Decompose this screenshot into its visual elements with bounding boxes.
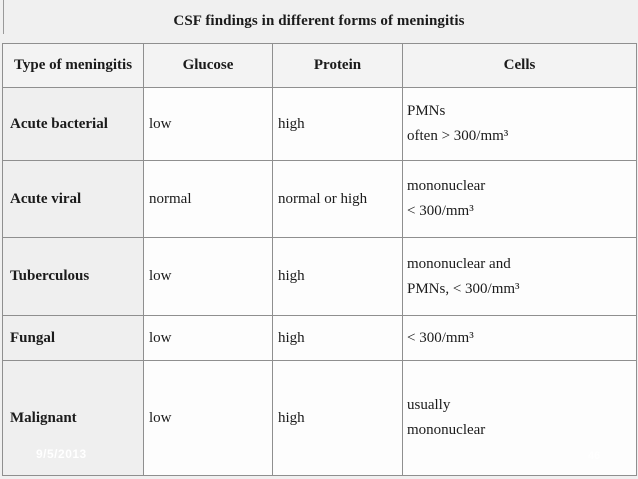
protein-cell: high [272,315,403,361]
col-header-glucose: Glucose [143,43,273,88]
footer-page-number: 46 [588,450,601,462]
cells-line: mononuclear and [407,255,511,272]
type-cell: Fungal [2,315,144,361]
protein-cell: high [272,87,403,161]
csf-findings-table: Type of meningitis Glucose Protein Cells… [2,43,637,476]
type-cell: Acute bacterial [2,87,144,161]
glucose-cell: low [143,87,273,161]
cells-cell: usually mononuclear [402,360,637,476]
glucose-cell: normal [143,160,273,238]
cells-cell: mononuclear and PMNs, < 300/mm³ [402,237,637,316]
protein-cell: high [272,360,403,476]
col-header-cells: Cells [402,43,637,88]
cells-line: PMNs [407,103,446,119]
cells-line: < 300/mm³ [407,329,474,346]
cells-line: usually [407,397,451,413]
footer-date: 9/5/2013 [36,447,87,461]
slide-title-text: CSF findings in different forms of menin… [173,13,465,29]
table-row-acute-bacterial: Acute bacterial low high PMNs often > 30… [2,87,637,161]
glucose-cell: low [143,360,273,476]
glucose-cell: low [143,237,273,316]
type-cell: Acute viral [2,160,144,238]
table-row-malignant: Malignant low high usually mononuclear [2,360,637,476]
cells-cell: < 300/mm³ [402,315,637,361]
cells-line: mononuclear [407,178,486,194]
type-cell: Tuberculous [2,237,144,316]
cells-cell: PMNs often > 300/mm³ [402,87,637,161]
col-header-protein: Protein [272,43,403,88]
table-row-acute-viral: Acute viral normal normal or high mononu… [2,160,637,238]
table-header-row: Type of meningitis Glucose Protein Cells [2,43,637,88]
cells-line: < 300/mm³ [407,203,474,219]
cells-cell: mononuclear < 300/mm³ [402,160,637,238]
slide-title: CSF findings in different forms of menin… [0,0,638,43]
table-row-tuberculous: Tuberculous low high mononuclear and PMN… [2,237,637,316]
protein-cell: high [272,237,403,316]
col-header-type-of-meningitis: Type of meningitis [2,43,144,88]
protein-cell: normal or high [272,160,403,238]
glucose-cell: low [143,315,273,361]
type-cell: Malignant [2,360,144,476]
cells-line: mononuclear [407,422,486,438]
cells-line: PMNs, < 300/mm³ [407,280,520,297]
table-row-fungal: Fungal low high < 300/mm³ [2,315,637,361]
cells-line: often > 300/mm³ [407,128,509,144]
